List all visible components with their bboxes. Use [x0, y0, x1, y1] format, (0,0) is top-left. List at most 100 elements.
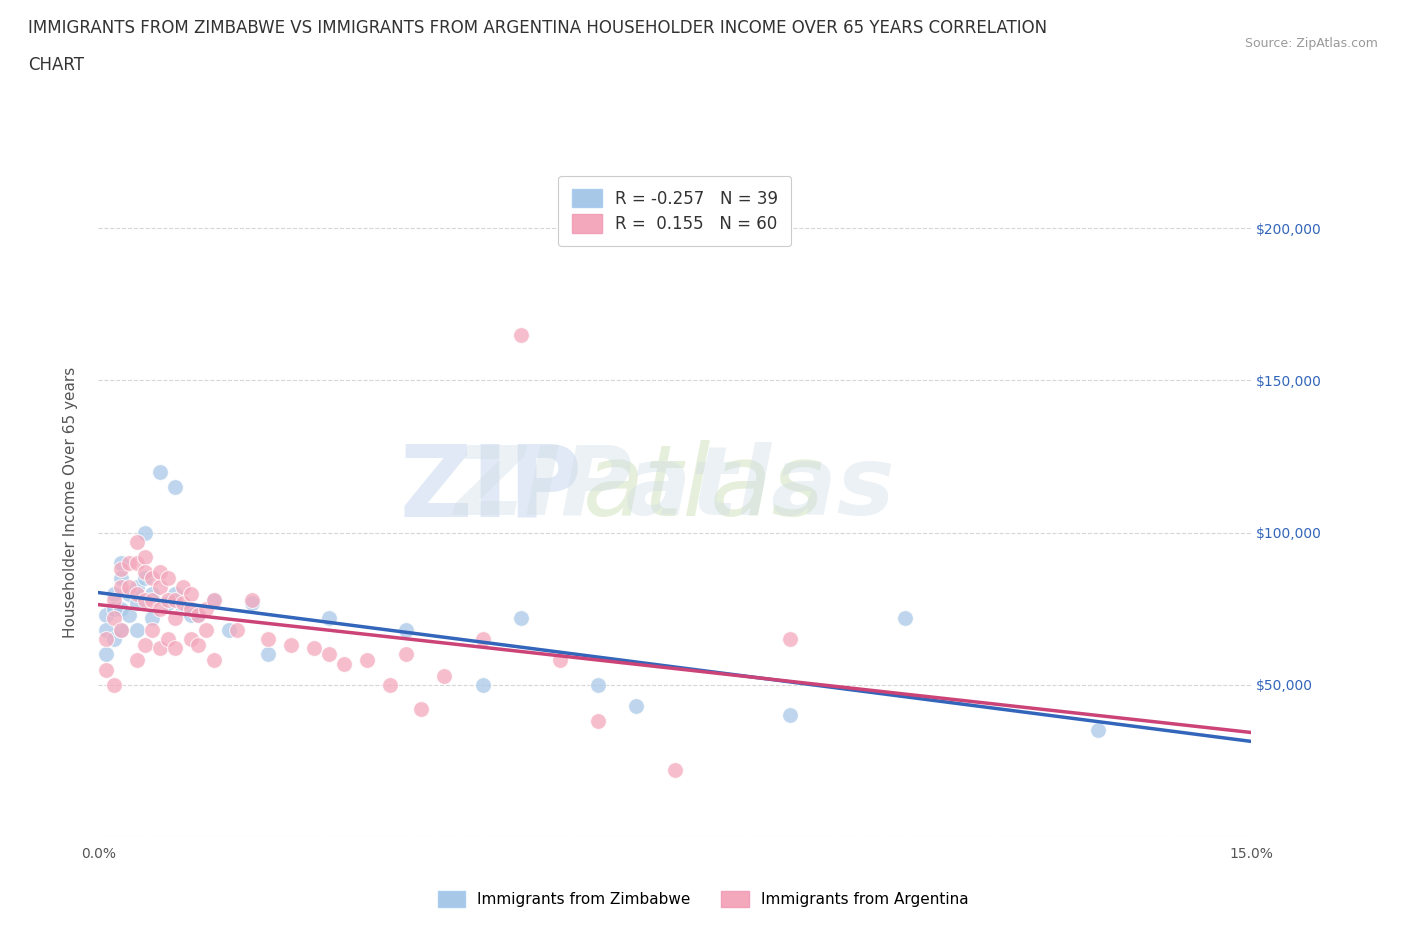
Point — [103, 610, 125, 625]
Point — [103, 677, 125, 692]
Point — [510, 610, 533, 625]
Point — [626, 698, 648, 713]
Point — [134, 638, 156, 653]
Point — [894, 610, 917, 625]
Point — [156, 592, 179, 607]
Point — [280, 638, 302, 653]
Point — [149, 580, 172, 595]
Point — [180, 602, 202, 617]
Point — [125, 622, 148, 637]
Point — [779, 708, 801, 723]
Point — [149, 602, 172, 617]
Point — [125, 653, 148, 668]
Point — [165, 480, 187, 495]
Point — [779, 631, 801, 646]
Point — [118, 580, 141, 595]
Point — [187, 607, 209, 622]
Point — [187, 607, 209, 622]
Point — [118, 586, 141, 601]
Point — [471, 677, 494, 692]
Point — [256, 631, 278, 646]
Point — [356, 653, 378, 668]
Point — [433, 669, 456, 684]
Point — [103, 602, 125, 617]
Point — [110, 622, 132, 637]
Point — [172, 602, 194, 617]
Point — [149, 641, 172, 656]
Point — [1087, 723, 1109, 737]
Point — [180, 586, 202, 601]
Point — [586, 677, 609, 692]
Point — [156, 595, 179, 610]
Legend: Immigrants from Zimbabwe, Immigrants from Argentina: Immigrants from Zimbabwe, Immigrants fro… — [432, 884, 974, 913]
Point — [195, 602, 218, 617]
Point — [411, 702, 433, 717]
Text: ZIPatlas: ZIPatlas — [454, 443, 896, 536]
Point — [256, 647, 278, 662]
Point — [195, 622, 218, 637]
Text: IMMIGRANTS FROM ZIMBABWE VS IMMIGRANTS FROM ARGENTINA HOUSEHOLDER INCOME OVER 65: IMMIGRANTS FROM ZIMBABWE VS IMMIGRANTS F… — [28, 19, 1047, 36]
Point — [94, 607, 117, 622]
Point — [149, 565, 172, 579]
Point — [165, 610, 187, 625]
Point — [395, 622, 418, 637]
Point — [103, 592, 125, 607]
Point — [125, 595, 148, 610]
Point — [134, 571, 156, 586]
Point — [134, 565, 156, 579]
Point — [134, 550, 156, 565]
Point — [187, 638, 209, 653]
Point — [103, 631, 125, 646]
Point — [180, 607, 202, 622]
Point — [471, 631, 494, 646]
Point — [110, 602, 132, 617]
Point — [141, 592, 163, 607]
Point — [125, 535, 148, 550]
Point — [110, 555, 132, 570]
Text: CHART: CHART — [28, 56, 84, 73]
Point — [172, 580, 194, 595]
Point — [141, 571, 163, 586]
Point — [94, 647, 117, 662]
Point — [218, 622, 240, 637]
Y-axis label: Householder Income Over 65 years: Householder Income Over 65 years — [63, 366, 77, 638]
Point — [94, 631, 117, 646]
Point — [110, 562, 132, 577]
Point — [110, 580, 132, 595]
Point — [318, 610, 340, 625]
Point — [380, 677, 402, 692]
Point — [149, 464, 172, 479]
Point — [134, 592, 156, 607]
Point — [141, 586, 163, 601]
Point — [548, 653, 571, 668]
Point — [318, 647, 340, 662]
Point — [103, 586, 125, 601]
Point — [302, 641, 325, 656]
Point — [118, 555, 141, 570]
Point — [664, 763, 686, 777]
Point — [510, 327, 533, 342]
Text: atlas: atlas — [582, 440, 824, 538]
Point — [202, 592, 225, 607]
Point — [134, 525, 156, 540]
Text: ZIP: ZIP — [399, 440, 582, 538]
Point — [125, 586, 148, 601]
Point — [110, 571, 132, 586]
Text: Source: ZipAtlas.com: Source: ZipAtlas.com — [1244, 37, 1378, 50]
Point — [172, 595, 194, 610]
Point — [141, 622, 163, 637]
Point — [202, 592, 225, 607]
Point — [202, 653, 225, 668]
Point — [125, 580, 148, 595]
Point — [165, 586, 187, 601]
Point — [94, 622, 117, 637]
Point — [586, 714, 609, 729]
Point — [110, 622, 132, 637]
Point — [118, 607, 141, 622]
Point — [240, 592, 263, 607]
Legend: R = -0.257   N = 39, R =  0.155   N = 60: R = -0.257 N = 39, R = 0.155 N = 60 — [558, 176, 792, 246]
Point — [165, 641, 187, 656]
Point — [94, 662, 117, 677]
Point — [180, 631, 202, 646]
Point — [156, 631, 179, 646]
